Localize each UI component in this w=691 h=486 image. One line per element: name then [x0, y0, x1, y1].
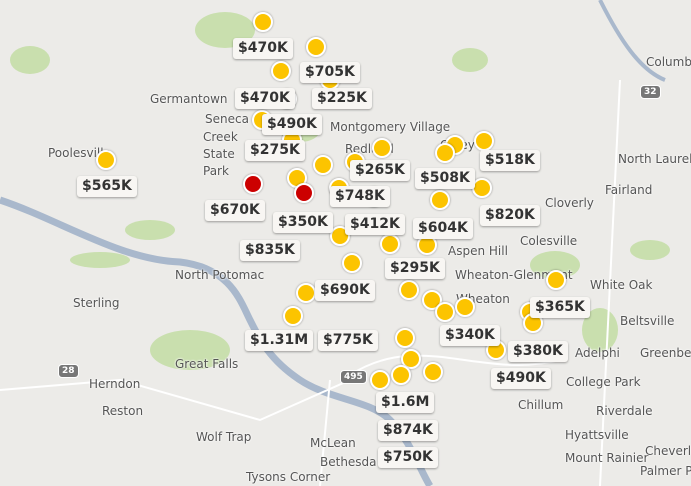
price-label[interactable]: $565K [77, 176, 137, 197]
price-label[interactable]: $1.31M [245, 330, 314, 351]
listing-marker[interactable] [472, 178, 492, 198]
place-label: Palmer Park [640, 464, 691, 478]
place-label: McLean [310, 436, 356, 450]
listing-marker[interactable] [430, 190, 450, 210]
price-label[interactable]: $470K [235, 88, 295, 109]
price-label[interactable]: $820K [480, 205, 540, 226]
listing-marker[interactable] [395, 328, 415, 348]
place-label: Sterling [73, 296, 120, 310]
listing-marker[interactable] [283, 306, 303, 326]
price-label[interactable]: $670K [205, 200, 265, 221]
price-label[interactable]: $1.6M [376, 392, 435, 413]
price-label[interactable]: $350K [273, 212, 333, 233]
place-label: Reston [102, 404, 144, 418]
listing-marker[interactable] [399, 280, 419, 300]
listing-marker[interactable] [296, 283, 316, 303]
price-label[interactable]: $275K [245, 140, 305, 161]
place-label: Adelphi [575, 346, 620, 360]
place-label: Seneca [205, 112, 249, 126]
price-label[interactable]: $874K [378, 420, 438, 441]
listing-marker[interactable] [253, 12, 273, 32]
place-label: Hyattsville [565, 428, 629, 442]
selected-listing-marker[interactable] [294, 183, 314, 203]
listing-marker[interactable] [271, 61, 291, 81]
price-label[interactable]: $518K [480, 150, 540, 171]
price-label[interactable]: $265K [350, 160, 410, 181]
listing-marker[interactable] [306, 37, 326, 57]
interstate-495-shield: 495 [340, 370, 367, 384]
listing-marker[interactable] [380, 234, 400, 254]
price-label[interactable]: $295K [385, 258, 445, 279]
place-label: Great Falls [175, 357, 239, 371]
place-label: Montgomery Village [330, 120, 451, 134]
place-label: Wolf Trap [196, 430, 252, 444]
place-label: State [203, 147, 235, 161]
price-label[interactable]: $690K [315, 280, 375, 301]
place-label: Riverdale [596, 404, 653, 418]
price-label[interactable]: $225K [312, 88, 372, 109]
place-label: North Potomac [175, 268, 265, 282]
place-label: College Park [566, 375, 641, 389]
place-label: Chillum [518, 398, 564, 412]
listing-marker[interactable] [546, 270, 566, 290]
price-label[interactable]: $748K [330, 186, 390, 207]
price-label[interactable]: $835K [240, 240, 300, 261]
listing-marker[interactable] [455, 297, 475, 317]
place-label: Beltsville [620, 314, 675, 328]
place-label: Colesville [520, 234, 578, 248]
place-label: White Oak [590, 278, 653, 292]
listing-marker[interactable] [391, 365, 411, 385]
price-label[interactable]: $340K [440, 325, 500, 346]
selected-listing-marker[interactable] [243, 174, 263, 194]
listing-marker[interactable] [370, 370, 390, 390]
place-label: North Laurel [618, 152, 691, 166]
place-label: Aspen Hill [448, 244, 508, 258]
listing-marker[interactable] [342, 253, 362, 273]
price-label[interactable]: $508K [415, 168, 475, 189]
price-label[interactable]: $775K [318, 330, 378, 351]
listing-marker[interactable] [313, 155, 333, 175]
price-label[interactable]: $705K [300, 62, 360, 83]
listing-marker[interactable] [435, 302, 455, 322]
place-label: Greenbelt [640, 346, 691, 360]
listing-marker[interactable] [474, 131, 494, 151]
listing-marker[interactable] [96, 150, 116, 170]
place-label: Columbia [646, 55, 691, 69]
price-label[interactable]: $365K [530, 297, 590, 318]
price-label[interactable]: $490K [491, 368, 551, 389]
place-label: Germantown [150, 92, 228, 106]
price-label[interactable]: $380K [508, 341, 568, 362]
listing-marker[interactable] [401, 349, 421, 369]
place-label: Tysons Corner [246, 470, 331, 484]
roads [0, 79, 621, 486]
place-label: Creek [203, 130, 238, 144]
place-label: Fairland [605, 183, 653, 197]
place-label: Mount Rainier [565, 451, 649, 465]
place-label: Cloverly [545, 196, 594, 210]
reservoir [598, 0, 666, 82]
route-32-shield: 32 [640, 85, 661, 99]
place-label: Herndon [89, 377, 141, 391]
price-label[interactable]: $604K [413, 218, 473, 239]
place-label: Bethesda [320, 455, 377, 469]
listing-marker[interactable] [423, 362, 443, 382]
place-label: Poolesville [48, 146, 111, 160]
route-28-shield: 28 [58, 364, 79, 378]
price-label[interactable]: $470K [233, 38, 293, 59]
park-areas [10, 12, 670, 370]
place-label: Park [203, 164, 229, 178]
place-label: Cheverly [645, 444, 691, 458]
place-label: Wheaton-Glenmont [455, 268, 573, 282]
listing-marker[interactable] [435, 143, 455, 163]
price-label[interactable]: $412K [345, 214, 405, 235]
price-label[interactable]: $490K [262, 114, 322, 135]
price-label[interactable]: $750K [378, 447, 438, 468]
listing-marker[interactable] [372, 138, 392, 158]
